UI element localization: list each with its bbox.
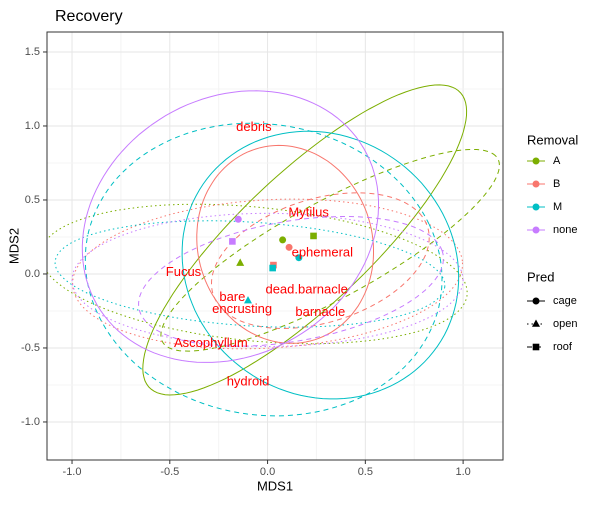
x-tick-label: -1.0: [63, 466, 82, 478]
point: [269, 264, 276, 272]
x-tick-label: 0.0: [260, 466, 275, 478]
y-tick-label: 1.0: [25, 120, 40, 132]
point: [244, 296, 253, 304]
y-tick-label: 0.5: [25, 194, 40, 206]
ellipse: [138, 216, 444, 347]
point: [279, 236, 287, 244]
panel: [47, 32, 503, 460]
point: [234, 215, 242, 223]
ellipse: [84, 122, 443, 417]
ellipse: [81, 90, 379, 363]
y-tick-label: 0.0: [25, 268, 40, 280]
species-label: ephemeral: [292, 245, 354, 260]
y-tick-label: -0.5: [21, 342, 40, 354]
legend-key: [532, 203, 540, 211]
ellipse: [72, 198, 464, 350]
legend-label: none: [553, 224, 577, 236]
ellipse: [210, 192, 430, 330]
grid: [47, 32, 503, 460]
point: [310, 232, 317, 240]
point: [229, 238, 236, 245]
x-tick-label: 0.5: [358, 466, 373, 478]
ellipse: [181, 130, 460, 400]
species-label: Fucus: [166, 264, 202, 279]
ellipses: [47, 84, 500, 417]
panel-border: [46, 31, 504, 461]
species-label: encrusting: [212, 301, 272, 316]
legend-key: [532, 297, 540, 305]
species-label: Ascophyllum: [174, 335, 248, 350]
species-label: bare: [219, 289, 245, 304]
ellipse: [142, 84, 468, 396]
y-tick-label: -1.0: [21, 416, 40, 428]
legend-label: M: [553, 201, 562, 213]
legend-key: [532, 226, 540, 234]
x-tick-label: 1.0: [455, 466, 470, 478]
legend-key: [532, 180, 540, 188]
chart-title: Recovery: [55, 8, 123, 25]
legend-key: [532, 343, 540, 351]
x-tick-label: -0.5: [160, 466, 179, 478]
species-label: dead.barnacle: [265, 282, 347, 297]
species-label: hydroid: [227, 373, 270, 388]
ellipse: [196, 144, 374, 344]
x-axis-label: MDS1: [257, 478, 293, 493]
species-label: barnacle: [295, 304, 345, 319]
legend-title: Pred: [527, 269, 554, 284]
point: [285, 243, 293, 251]
legend-label: B: [553, 178, 560, 190]
legend-label: A: [553, 155, 561, 167]
legend-title: Removal: [527, 132, 578, 147]
legend-label: roof: [553, 341, 573, 353]
legend-label: open: [553, 318, 577, 330]
y-axis-label: MDS2: [6, 228, 21, 264]
legend-key: [532, 319, 540, 327]
species-label: debris: [236, 119, 272, 134]
legend-key: [532, 157, 540, 165]
ellipse: [71, 212, 464, 348]
point: [295, 254, 303, 262]
legend-label: cage: [553, 295, 577, 307]
point: [236, 258, 245, 266]
ellipse: [160, 148, 500, 352]
y-tick-label: 1.5: [25, 46, 40, 58]
species-label: Mytilus: [288, 205, 329, 220]
